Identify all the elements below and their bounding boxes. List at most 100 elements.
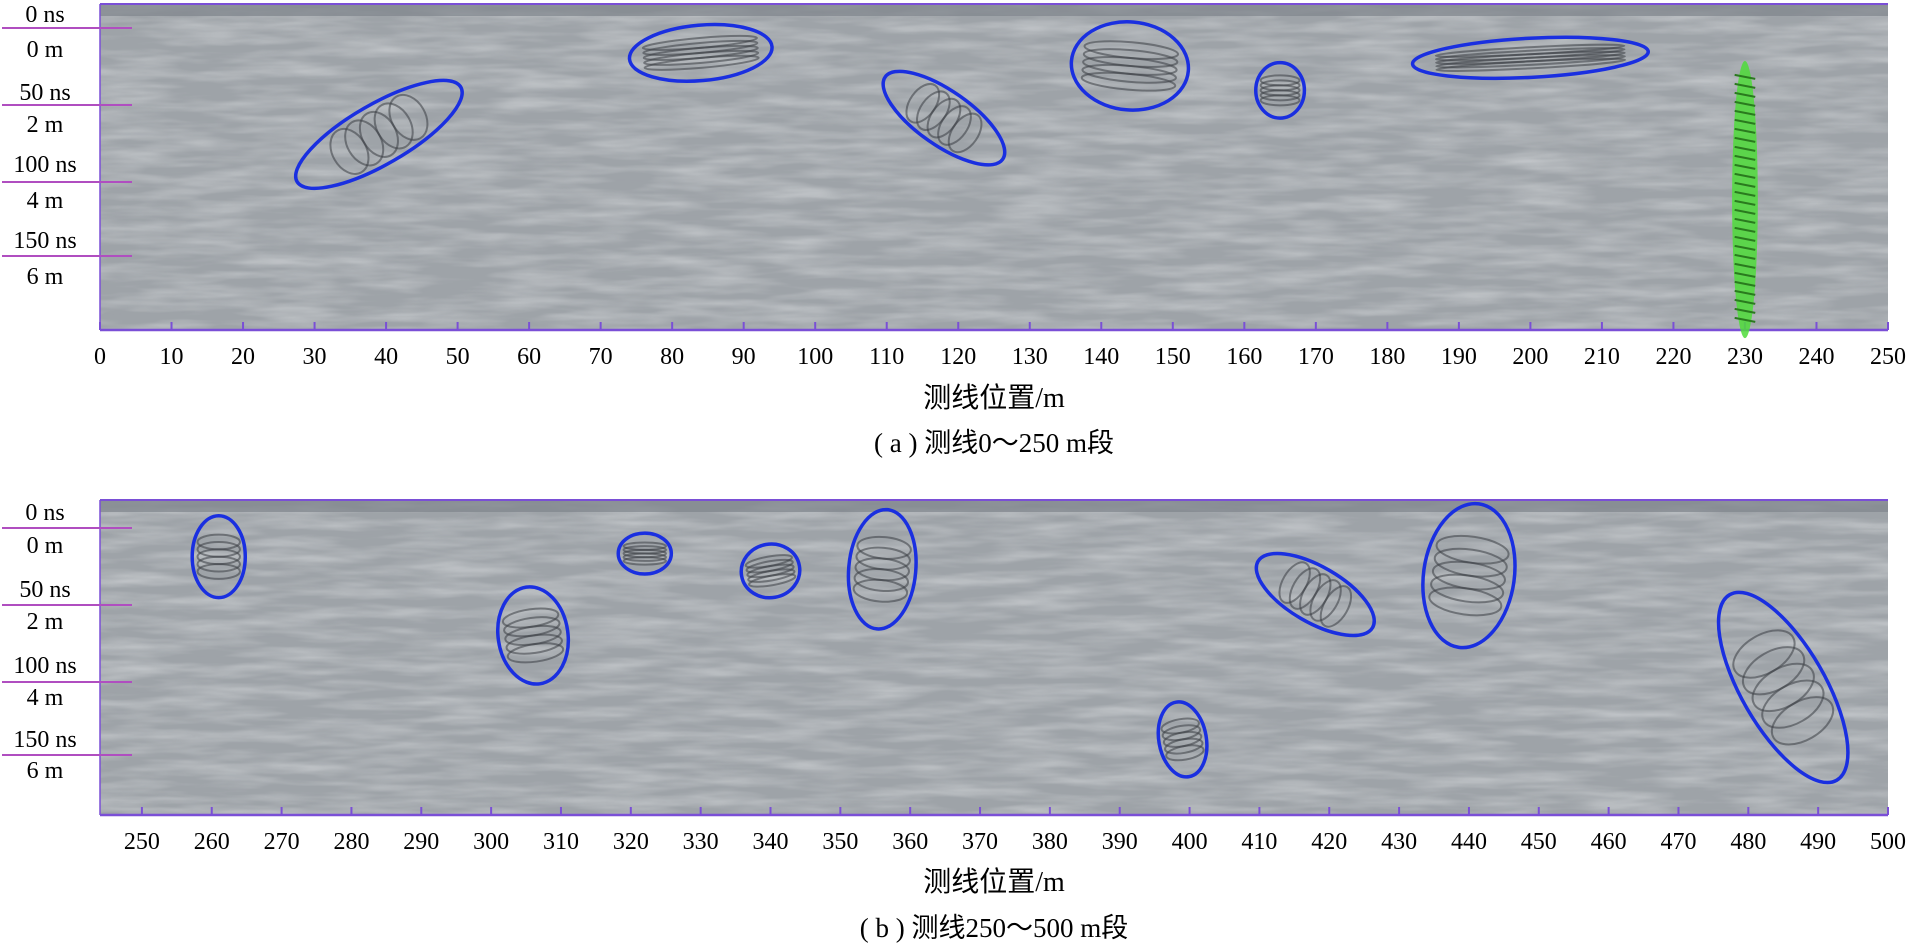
x-tick-label: 460 [1591, 829, 1627, 855]
depth-label: 6 m [27, 264, 64, 290]
time-label: 50 ns [19, 80, 70, 106]
anomaly-ellipse [1421, 501, 1517, 650]
ellipse-outline [1069, 20, 1191, 112]
surface-band [100, 4, 1888, 16]
panel-caption: ( b ) 测线250～500 m段 [860, 913, 1128, 943]
x-tick-label: 80 [660, 344, 684, 370]
anomaly-ellipse [293, 78, 464, 191]
anomaly-ellipse [1254, 551, 1376, 638]
x-tick-label: 420 [1311, 829, 1347, 855]
radargram-streaks [100, 500, 1888, 815]
reflection-streak [643, 54, 760, 71]
highlight-stripe [1734, 289, 1756, 296]
reflection-streak [1259, 89, 1301, 102]
reflection-streak [947, 112, 983, 154]
reflection-streak [1319, 585, 1353, 628]
x-tick-label: 90 [732, 344, 756, 370]
panel-b: 0 ns 50 ns 100 ns 150 ns 0 m 2 m 4 m 6 m 250 260 2… [0, 497, 1919, 952]
time-label: 100 ns [13, 653, 76, 679]
x-tick-label: 50 [446, 344, 470, 370]
time-label: 0 ns [25, 500, 64, 526]
x-tick-label: 270 [264, 829, 300, 855]
ellipse-outline [1254, 551, 1376, 638]
highlight-stripe [1734, 82, 1756, 89]
highlight-stripe [1734, 190, 1756, 197]
x-tick-label: 350 [822, 829, 858, 855]
x-tick-label: 330 [683, 829, 719, 855]
ellipse-outline [190, 514, 248, 600]
x-tick-label: 150 [1155, 344, 1191, 370]
x-tick-label: 60 [517, 344, 541, 370]
highlight-stripe [1734, 163, 1756, 170]
ellipse-outline [1421, 501, 1517, 650]
x-tick-label: 490 [1800, 829, 1836, 855]
highlight-stripe [1734, 91, 1756, 98]
x-tick-label: 480 [1730, 829, 1766, 855]
reflection-streak [747, 568, 796, 583]
anomaly-ellipse [627, 22, 774, 83]
highlight-stripe [1734, 181, 1756, 188]
anomaly-ellipse [1156, 700, 1209, 779]
time-label: 150 ns [13, 727, 76, 753]
x-tick-label: 210 [1584, 344, 1620, 370]
ellipse-outline [1410, 35, 1651, 81]
x-tick-label: 100 [797, 344, 833, 370]
x-tick-label: 400 [1172, 829, 1208, 855]
reflection-streak [1428, 586, 1503, 617]
x-tick-label: 360 [892, 829, 928, 855]
reflection-streak [1770, 696, 1835, 746]
anomaly-ellipse [616, 531, 674, 576]
reflection-streak [1259, 94, 1301, 107]
radargram-a: 0 ns 50 ns 100 ns 150 ns 0 m 2 m 4 m 6 m 0 10 20 30… [2, 2, 1906, 458]
highlight-stripe [1734, 217, 1756, 224]
x-tick-label: 130 [1012, 344, 1048, 370]
reflection-streak [1081, 63, 1177, 84]
ellipse-outline [293, 78, 464, 191]
x-tick-label: 170 [1298, 344, 1334, 370]
x-tick-label: 340 [753, 829, 789, 855]
x-tick-label: 200 [1512, 344, 1548, 370]
x-tick-label: 260 [194, 829, 230, 855]
reflection-streak [1309, 579, 1342, 622]
x-tick-label: 40 [374, 344, 398, 370]
ellipse-outline [881, 69, 1007, 167]
anomaly-ellipse [496, 585, 571, 686]
reflection-streak [1080, 71, 1177, 92]
highlight-stripe [1734, 109, 1756, 116]
ellipse-outline [627, 22, 774, 83]
highlight-stripe [1734, 145, 1756, 152]
reflection-streak [852, 578, 909, 603]
depth-label: 2 m [27, 112, 64, 138]
ellipse-outline [616, 531, 674, 576]
x-tick-label: 120 [940, 344, 976, 370]
x-tick-label: 470 [1660, 829, 1696, 855]
x-axis-title: 测线位置/m [923, 866, 1065, 898]
x-tick-label: 300 [473, 829, 509, 855]
highlight-stripe [1734, 199, 1756, 206]
x-tick-label: 10 [160, 344, 184, 370]
ellipse-outline [739, 542, 802, 600]
anomaly-ellipse [739, 542, 802, 600]
x-tick-label: 310 [543, 829, 579, 855]
time-label: 150 ns [13, 228, 76, 254]
highlight-stripe [1734, 262, 1756, 269]
highlight-stripe [1734, 118, 1756, 125]
x-tick-label: 190 [1441, 344, 1477, 370]
anomaly-ellipse [881, 69, 1007, 167]
x-tick-label: 430 [1381, 829, 1417, 855]
anomaly-ellipse [1069, 20, 1191, 112]
highlight-stripe [1734, 154, 1756, 161]
reflection-streak [1435, 57, 1627, 72]
highlight-marker [1732, 61, 1758, 339]
x-tick-label: 390 [1102, 829, 1138, 855]
time-label: 100 ns [13, 152, 76, 178]
reflection-streak [1164, 737, 1204, 755]
reflection-streak [1761, 679, 1825, 729]
anomaly-ellipse [1410, 35, 1651, 81]
x-tick-label: 250 [1870, 344, 1906, 370]
x-tick-label: 280 [333, 829, 369, 855]
highlight-stripe [1734, 100, 1756, 107]
x-tick-label: 180 [1369, 344, 1405, 370]
x-tick-label: 220 [1655, 344, 1691, 370]
x-tick-label: 30 [303, 344, 327, 370]
